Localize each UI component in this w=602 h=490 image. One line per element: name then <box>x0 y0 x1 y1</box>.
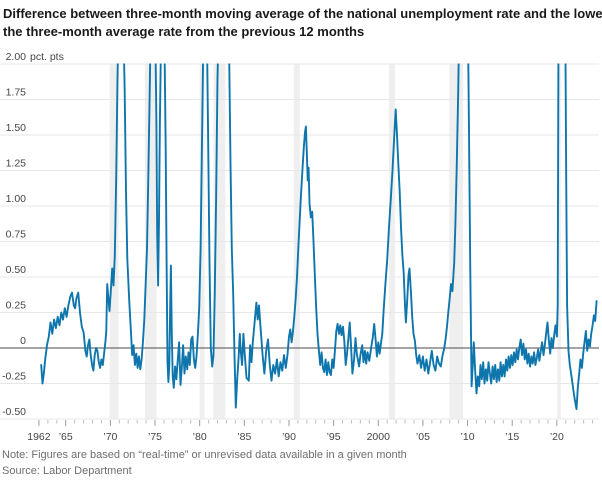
y-axis-label: 1.75 <box>6 87 27 99</box>
x-axis-label: ’95 <box>327 431 341 443</box>
y-axis-label: 0.75 <box>6 229 27 241</box>
y-axis-label: 1.50 <box>6 122 27 134</box>
x-axis-label: ’15 <box>505 431 519 443</box>
x-axis-label: ’10 <box>461 431 475 443</box>
y-axis-label: 0 <box>20 335 26 347</box>
x-axis-label: ’05 <box>416 431 430 443</box>
x-axis-label: 2000 <box>367 431 391 443</box>
unemployment-gap-line <box>40 63 598 411</box>
x-axis-label: ’65 <box>59 431 73 443</box>
y-axis-label: -0.25 <box>2 371 26 383</box>
y-axis-label: 1.00 <box>6 193 27 205</box>
y-axis-label: 0.25 <box>6 300 27 312</box>
x-axis-label: ’20 <box>550 431 564 443</box>
chart-source: Source: Labor Department <box>2 465 132 477</box>
x-axis-label: ’85 <box>237 431 251 443</box>
x-axis-label: ’80 <box>193 431 207 443</box>
y-axis-label: 1.25 <box>6 158 27 170</box>
x-axis-label: ’75 <box>148 431 162 443</box>
y-axis-label: -0.50 <box>2 406 26 418</box>
y-axis-unit-label: pct. pts <box>30 51 64 63</box>
y-axis-label: 2.00 <box>6 51 27 63</box>
chart-title: Difference between three-month moving av… <box>3 6 602 39</box>
x-axis-label: ’70 <box>103 431 117 443</box>
x-axis-label: 1962 <box>27 431 51 443</box>
x-axis-label: ’90 <box>282 431 296 443</box>
chart-note: Note: Figures are based on “real-time” o… <box>2 449 407 461</box>
y-axis-label: 0.50 <box>6 264 27 276</box>
